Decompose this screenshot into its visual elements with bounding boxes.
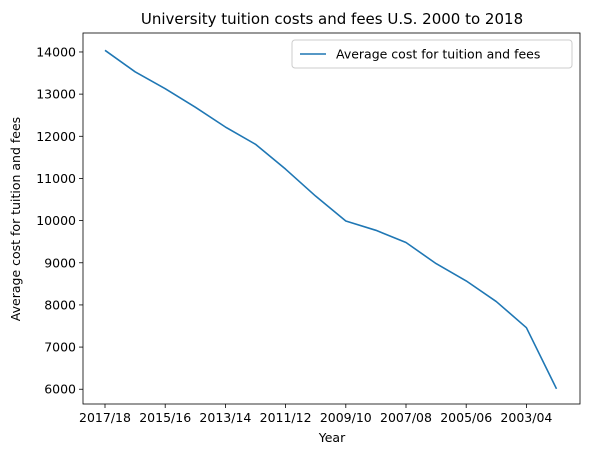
x-axis: 2017/18 2015/16 2013/14 2011/12 2009/10 2007/… bbox=[79, 404, 552, 425]
y-tick-label: 6000 bbox=[44, 382, 76, 397]
plot-area bbox=[82, 32, 581, 405]
x-tick-label: 2003/04 bbox=[500, 410, 552, 425]
legend-box bbox=[291, 39, 573, 69]
x-axis-label: Year bbox=[318, 430, 346, 445]
y-tick-label: 11000 bbox=[36, 171, 76, 186]
x-tick-label: 2007/08 bbox=[380, 410, 432, 425]
y-tick-label: 13000 bbox=[36, 87, 76, 102]
x-tick-label: 2009/10 bbox=[320, 410, 372, 425]
y-tick-label: 7000 bbox=[44, 340, 76, 355]
series-line bbox=[104, 49, 558, 390]
y-axis: 6000 7000 8000 9000 10000 11000 12000 13000 1400… bbox=[36, 44, 83, 397]
y-tick-label: 8000 bbox=[44, 297, 76, 312]
y-tick-label: 12000 bbox=[36, 129, 76, 144]
y-tick-label: 10000 bbox=[36, 213, 76, 228]
x-tick-label: 2015/16 bbox=[139, 410, 191, 425]
x-tick-label: 2017/18 bbox=[79, 410, 131, 425]
y-axis-label: Average cost for tuition and fees bbox=[8, 117, 23, 321]
x-tick-label: 2005/06 bbox=[440, 410, 492, 425]
chart-title: University tuition costs and fees U.S. 2… bbox=[141, 10, 523, 28]
x-tick-label: 2011/12 bbox=[260, 410, 312, 425]
y-tick-label: 9000 bbox=[44, 255, 76, 270]
x-tick-label: 2013/14 bbox=[199, 410, 251, 425]
legend: Average cost for tuition and fees bbox=[291, 39, 573, 69]
y-tick-label: 14000 bbox=[36, 44, 76, 59]
plot-frame bbox=[82, 32, 581, 405]
legend-label: Average cost for tuition and fees bbox=[336, 47, 540, 62]
